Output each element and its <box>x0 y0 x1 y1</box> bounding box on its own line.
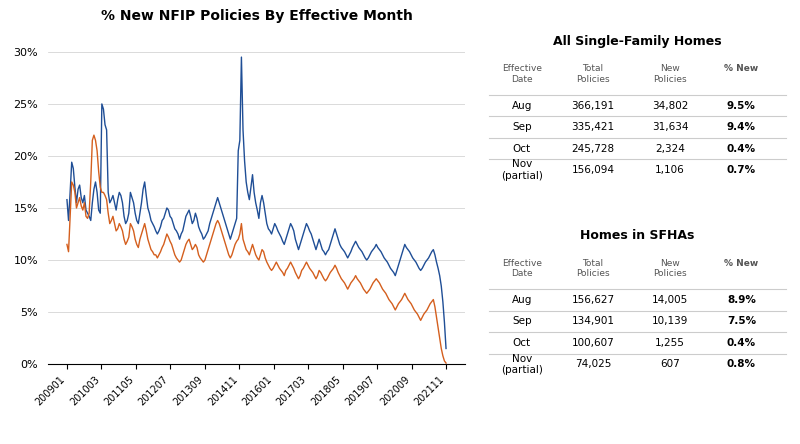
Title: % New NFIP Policies By Effective Month: % New NFIP Policies By Effective Month <box>101 9 413 23</box>
Text: 2,324: 2,324 <box>655 144 685 154</box>
Text: % New: % New <box>724 64 758 73</box>
Text: New
Policies: New Policies <box>654 258 687 278</box>
Text: 14,005: 14,005 <box>652 295 688 305</box>
Text: 335,421: 335,421 <box>571 122 614 132</box>
Text: 134,901: 134,901 <box>571 317 614 326</box>
Text: Aug: Aug <box>512 101 532 111</box>
Text: Sep: Sep <box>512 317 532 326</box>
Text: Total
Policies: Total Policies <box>576 258 610 278</box>
Text: 156,627: 156,627 <box>571 295 614 305</box>
Text: 245,728: 245,728 <box>571 144 614 154</box>
Text: % New: % New <box>724 258 758 268</box>
Text: 607: 607 <box>660 360 680 369</box>
Text: Oct: Oct <box>513 338 531 348</box>
Text: Total
Policies: Total Policies <box>576 64 610 84</box>
Text: All Single-Family Homes: All Single-Family Homes <box>554 35 722 48</box>
Text: New
Policies: New Policies <box>654 64 687 84</box>
Text: Effective
Date: Effective Date <box>502 258 542 278</box>
Text: Nov
(partial): Nov (partial) <box>501 353 543 375</box>
Text: 74,025: 74,025 <box>575 360 611 369</box>
Text: 31,634: 31,634 <box>652 122 689 132</box>
Text: Effective
Date: Effective Date <box>502 64 542 84</box>
Text: Oct: Oct <box>513 144 531 154</box>
Text: 9.5%: 9.5% <box>727 101 756 111</box>
Text: 7.5%: 7.5% <box>726 317 756 326</box>
Text: 0.4%: 0.4% <box>726 338 756 348</box>
Text: Sep: Sep <box>512 122 532 132</box>
Text: Aug: Aug <box>512 295 532 305</box>
Text: 10,139: 10,139 <box>652 317 688 326</box>
Text: 366,191: 366,191 <box>571 101 614 111</box>
Text: 0.7%: 0.7% <box>726 165 756 175</box>
Text: 8.9%: 8.9% <box>727 295 756 305</box>
Text: 34,802: 34,802 <box>652 101 688 111</box>
Text: Nov
(partial): Nov (partial) <box>501 159 543 181</box>
Text: 156,094: 156,094 <box>571 165 614 175</box>
Text: 1,255: 1,255 <box>655 338 685 348</box>
Text: 0.4%: 0.4% <box>726 144 756 154</box>
Text: 0.8%: 0.8% <box>727 360 756 369</box>
Text: 1,106: 1,106 <box>655 165 685 175</box>
Text: 9.4%: 9.4% <box>727 122 756 132</box>
Text: 100,607: 100,607 <box>572 338 614 348</box>
Text: Homes in SFHAs: Homes in SFHAs <box>580 230 694 242</box>
